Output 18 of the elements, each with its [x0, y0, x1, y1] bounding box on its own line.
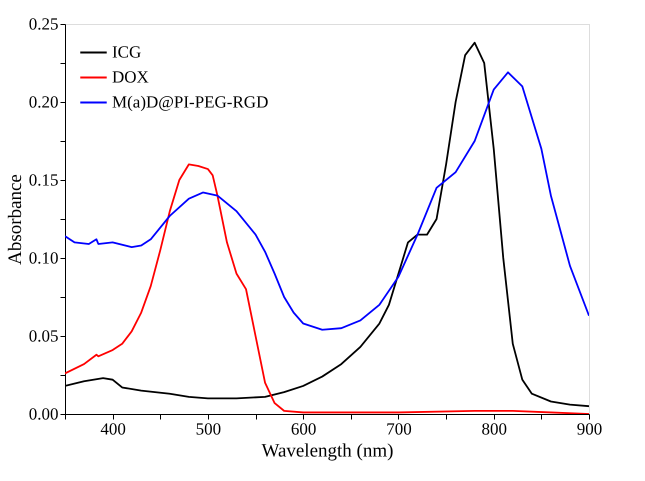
- y-tick-label: 0.05: [28, 326, 58, 346]
- legend-label: M(a)D@PI-PEG-RGD: [112, 92, 268, 112]
- x-tick-label: 400: [100, 420, 126, 438]
- y-axis-title: Absorbance: [4, 174, 26, 265]
- x-tick-label: 900: [576, 420, 602, 438]
- y-tick-label: 0.25: [28, 14, 58, 34]
- x-tick-label: 800: [481, 420, 507, 438]
- y-tick-label: 0.10: [28, 248, 58, 268]
- x-tick-label: 500: [196, 420, 222, 438]
- y-tick-label: 0.20: [28, 92, 58, 112]
- y-tick-label: 0.15: [28, 170, 58, 190]
- legend-label: DOX: [112, 68, 149, 86]
- x-tick-label: 600: [290, 420, 316, 438]
- x-tick-label: 700: [386, 420, 412, 438]
- legend-label: ICG: [112, 42, 142, 62]
- line-series: [65, 71, 589, 331]
- x-axis-title: Wavelength (nm): [262, 440, 394, 462]
- y-tick-label: 0.00: [28, 404, 58, 424]
